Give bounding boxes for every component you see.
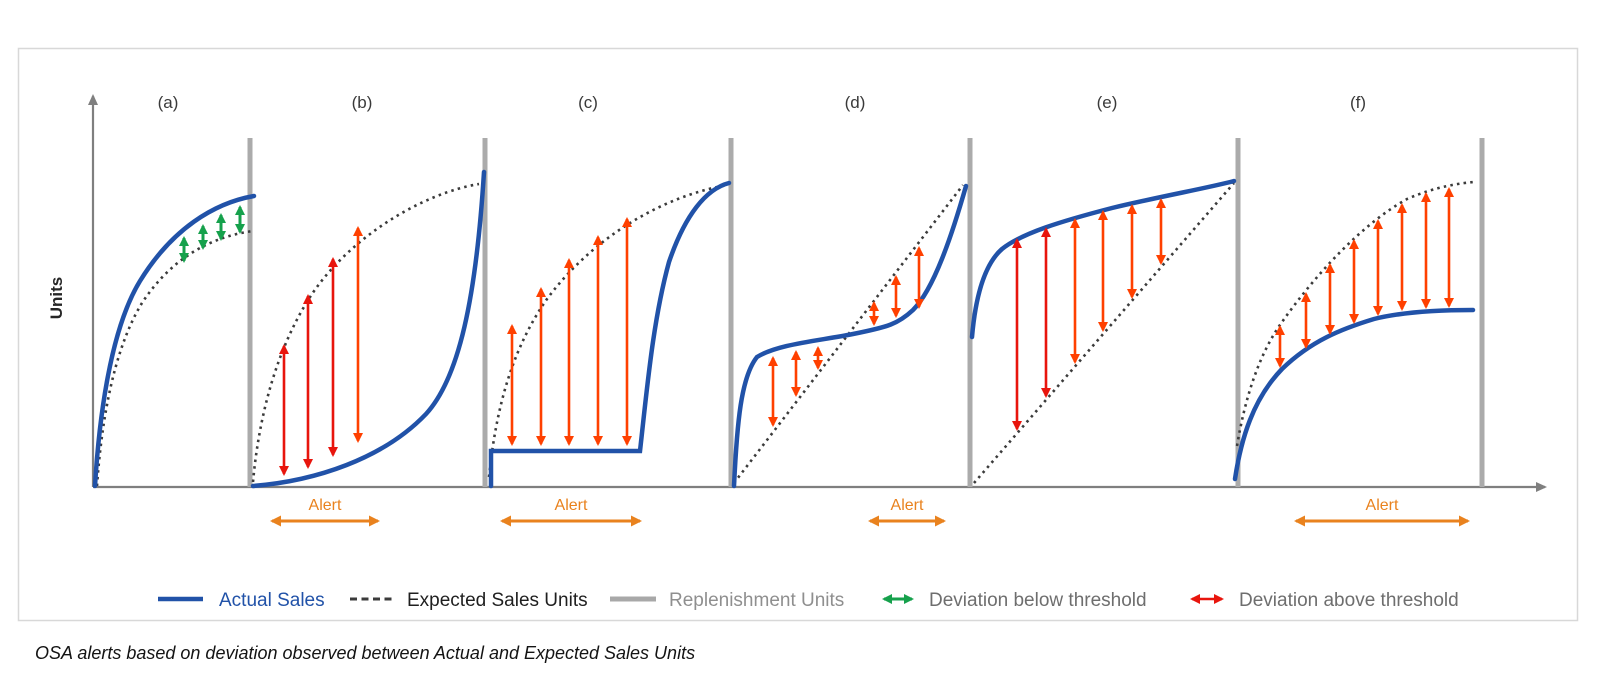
actual-sales-curves: [92, 169, 1476, 489]
y-axis-label: Units: [47, 277, 66, 320]
panel-label-c: (c): [578, 93, 598, 112]
actual-sales-curve-a: [92, 193, 257, 489]
deviation-arrows-a: [179, 205, 245, 263]
panel-labels: (a) (b) (c) (d) (e) (f): [158, 93, 1366, 112]
legend-label-expected-sales: Expected Sales Units: [407, 590, 588, 611]
legend-label-deviation-above: Deviation above threshold: [1239, 590, 1459, 611]
panel-label-e: (e): [1097, 93, 1118, 112]
legend-label-actual-sales: Actual Sales: [219, 590, 325, 611]
expected-sales-curve-c: [487, 183, 729, 478]
deviation-arrows-b: [279, 226, 363, 476]
figure-caption: OSA alerts based on deviation observed b…: [35, 643, 695, 663]
panel-label-b: (b): [352, 93, 373, 112]
actual-sales-curve-b: [250, 169, 487, 489]
expected-sales-curve-f: [1235, 180, 1475, 447]
actual-sales-curve-e: [969, 178, 1237, 340]
deviation-arrows-f: [1275, 187, 1454, 368]
alert-label-f: Alert: [1366, 497, 1399, 514]
alert-label-c: Alert: [555, 497, 588, 514]
legend: Actual Sales Expected Sales Units Replen…: [158, 590, 1459, 611]
panel-label-a: (a): [158, 93, 179, 112]
alert-label-d: Alert: [891, 497, 924, 514]
legend-label-replenishment: Replenishment Units: [669, 590, 844, 611]
deviation-arrows-e: [1012, 198, 1166, 431]
actual-sales-curve-d: [731, 183, 969, 489]
alert-markers: Alert Alert Alert Alert: [270, 497, 1470, 527]
deviation-arrows-c: [507, 217, 632, 446]
actual-sales-curve-c: [488, 180, 732, 489]
legend-label-deviation-below: Deviation below threshold: [929, 590, 1147, 611]
deviation-arrows-d: [768, 246, 924, 427]
expected-sales-curve-a: [95, 229, 254, 487]
alert-label-b: Alert: [309, 497, 342, 514]
actual-sales-curve-f: [1232, 307, 1476, 482]
panel-label-d: (d): [845, 93, 866, 112]
panel-label-f: (f): [1350, 93, 1366, 112]
